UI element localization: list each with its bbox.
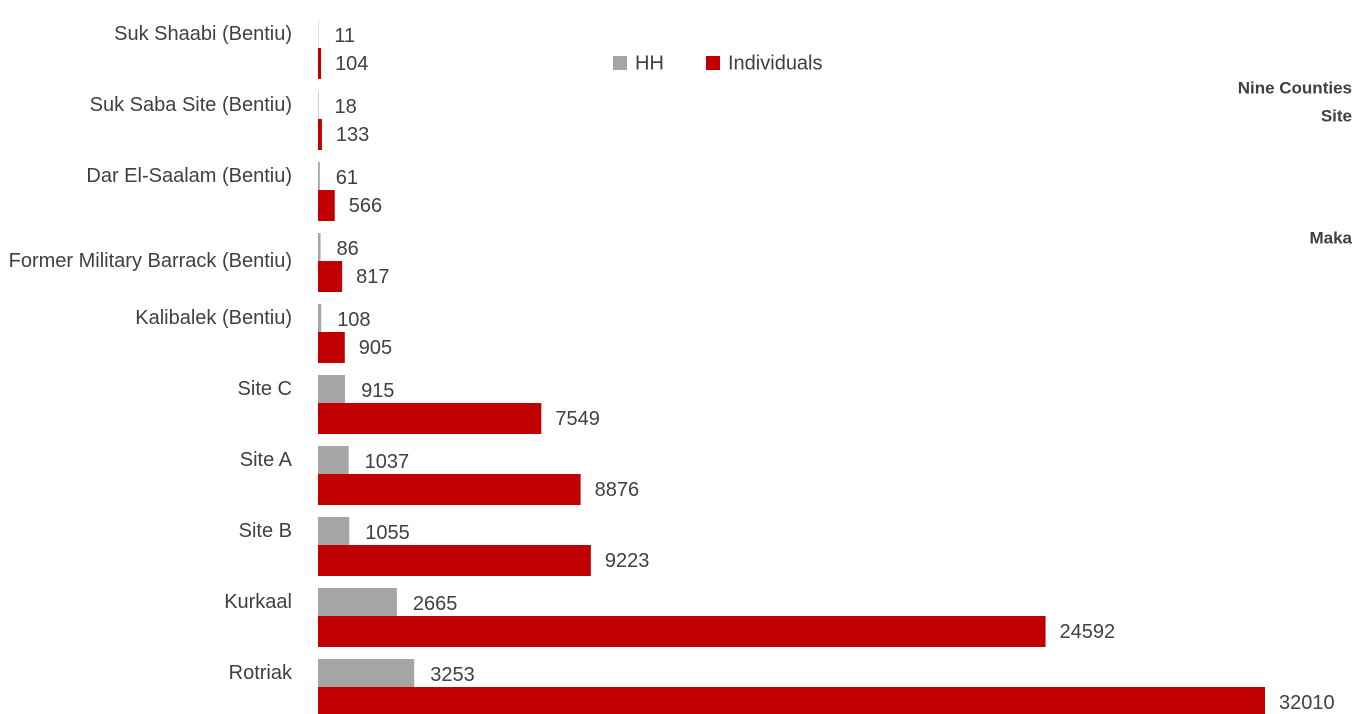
bar <box>318 474 581 505</box>
bar <box>318 119 322 150</box>
bar <box>318 616 1046 647</box>
value-label: 32010 <box>1279 692 1335 714</box>
category-label: Dar El-Saalam (Bentiu) <box>86 165 292 187</box>
bar <box>318 332 345 363</box>
category-label: Former Military Barrack (Bentiu) <box>8 250 292 272</box>
category-label: Site C <box>237 378 292 400</box>
value-label: 1037 <box>365 451 410 473</box>
legend-swatch <box>706 56 720 70</box>
bar <box>318 91 319 122</box>
annotation: Maka <box>1309 228 1352 247</box>
bar <box>318 304 322 335</box>
bar <box>318 261 343 292</box>
bar <box>318 687 1265 714</box>
bar <box>318 375 346 406</box>
value-label: 11 <box>334 25 355 47</box>
value-label: 915 <box>361 380 394 402</box>
bar <box>318 659 415 690</box>
bar <box>318 162 320 193</box>
category-label: Suk Saba Site (Bentiu) <box>89 94 292 116</box>
bar <box>318 588 397 619</box>
bar <box>318 233 321 264</box>
value-label: 1055 <box>365 522 410 544</box>
category-label: Rotriak <box>228 662 292 684</box>
value-label: 108 <box>337 309 370 331</box>
value-label: 133 <box>336 124 369 146</box>
legend-swatch <box>613 56 627 70</box>
value-label: 905 <box>359 337 392 359</box>
category-label: Kalibalek (Bentiu) <box>135 307 292 329</box>
bar <box>318 48 322 79</box>
bar <box>318 403 542 434</box>
value-label: 24592 <box>1060 621 1116 643</box>
bar <box>318 190 335 221</box>
value-label: 61 <box>336 167 358 189</box>
value-label: 566 <box>349 195 382 217</box>
value-label: 817 <box>356 266 389 288</box>
value-label: 18 <box>335 96 357 118</box>
category-label: Site B <box>238 520 292 542</box>
bar <box>318 545 591 576</box>
legend-label: HH <box>635 52 664 74</box>
category-label: Kurkaal <box>224 591 292 613</box>
bar <box>318 446 349 477</box>
value-label: 104 <box>335 53 368 75</box>
value-label: 7549 <box>555 408 600 430</box>
value-label: 86 <box>337 238 359 260</box>
category-label: Suk Shaabi (Bentiu) <box>114 23 292 45</box>
bar <box>318 517 350 548</box>
legend-label: Individuals <box>728 52 823 74</box>
value-label: 2665 <box>413 593 458 615</box>
annotation: Site <box>1321 106 1352 125</box>
value-label: 9223 <box>605 550 650 572</box>
value-label: 8876 <box>595 479 640 501</box>
value-label: 3253 <box>430 664 475 686</box>
category-label: Site A <box>239 449 292 471</box>
annotation: Nine Counties <box>1238 78 1352 97</box>
